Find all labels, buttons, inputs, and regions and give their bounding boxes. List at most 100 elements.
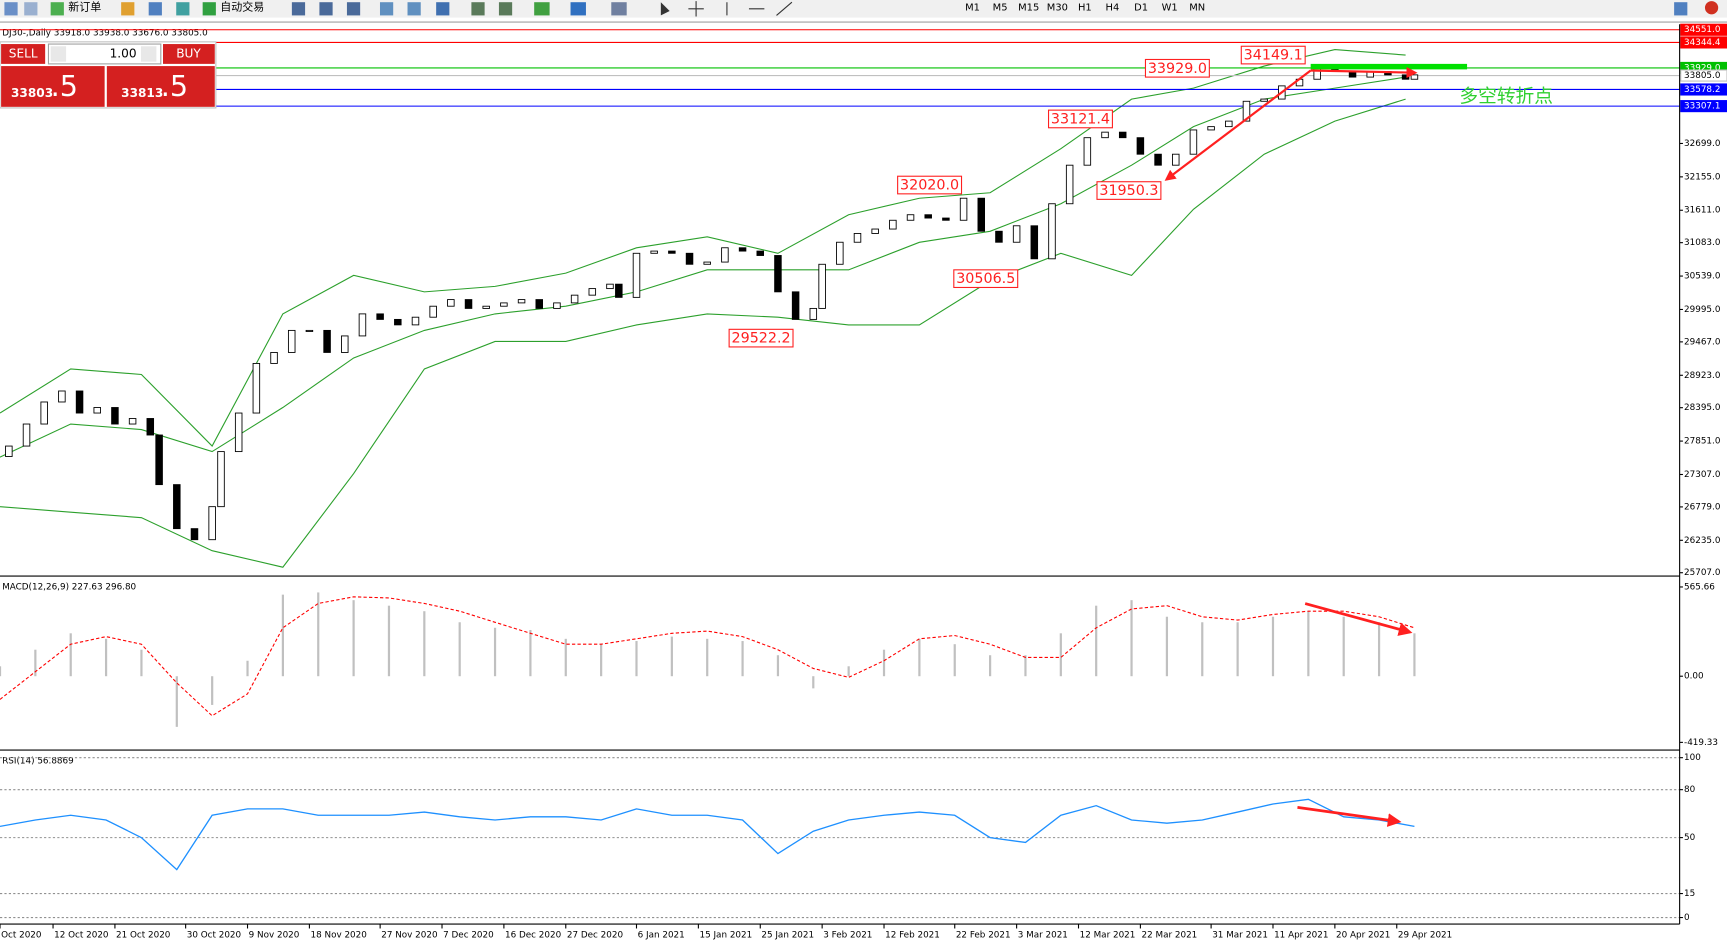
icon[interactable] [148, 2, 162, 16]
sell-price-frac[interactable]: .5 [51, 69, 78, 103]
candle-body [500, 302, 508, 307]
y-tick-label: 27851.0 [1684, 437, 1721, 447]
icon[interactable] [534, 2, 550, 16]
auto-trading-icon[interactable] [202, 2, 216, 16]
candle-body [323, 329, 331, 353]
sell-label[interactable]: SELL [9, 46, 38, 60]
y-tick-label: 26235.0 [1684, 536, 1721, 546]
lot-value[interactable]: 1.00 [110, 46, 137, 60]
candle-body [358, 313, 367, 337]
notification-icon[interactable] [1704, 1, 1719, 15]
draw-icons[interactable] [726, 1, 793, 16]
icon[interactable] [291, 2, 306, 16]
icon[interactable] [498, 2, 513, 16]
timeframe-button[interactable]: W1 [1162, 3, 1178, 14]
icon[interactable] [346, 2, 361, 16]
candle-body [650, 250, 658, 254]
icon[interactable] [471, 2, 485, 16]
candle-body [889, 219, 897, 230]
buy-price[interactable]: 33813 [121, 86, 163, 100]
macd-bar [1095, 605, 1098, 677]
lot-up[interactable] [140, 46, 157, 62]
x-tick-label: 27 Dec 2020 [567, 931, 624, 941]
candle-body [1136, 137, 1145, 155]
timeframe-button[interactable]: H1 [1078, 3, 1092, 14]
cursor-icon[interactable] [660, 2, 670, 16]
candle-body [341, 335, 349, 353]
x-tick-label: 29 Apr 2021 [1398, 931, 1452, 941]
icon[interactable] [436, 2, 450, 16]
candle-body [234, 412, 243, 453]
candle-body [588, 288, 597, 296]
macd-bar [140, 649, 143, 677]
icon[interactable] [611, 2, 627, 16]
candle-body [606, 283, 614, 290]
buy-button[interactable] [163, 44, 215, 64]
buy-label[interactable]: BUY [176, 46, 201, 60]
icon[interactable] [24, 2, 38, 16]
icon[interactable] [379, 2, 394, 16]
auto-trading-button[interactable]: 自动交易 [220, 0, 264, 14]
y-tick-label: 31083.0 [1684, 238, 1721, 248]
candle-body [305, 329, 314, 332]
x-tick-label: 11 Apr 2021 [1274, 931, 1328, 941]
icon[interactable] [121, 2, 135, 16]
timeframe-button[interactable]: M5 [993, 3, 1008, 14]
x-tick-label: 21 Oct 2020 [116, 931, 171, 941]
sell-price-box[interactable] [1, 66, 105, 107]
timeframe-button[interactable]: M30 [1047, 3, 1068, 14]
macd-bar [635, 641, 638, 677]
buy-price-frac[interactable]: .5 [161, 69, 188, 103]
price-level-tag [1680, 69, 1727, 82]
y-tick-label: 31611.0 [1684, 206, 1721, 216]
candle-body [836, 241, 844, 265]
icon[interactable] [319, 2, 333, 16]
x-tick-label: 9 Nov 2020 [249, 931, 300, 941]
icon[interactable] [176, 2, 190, 16]
timeframe-button[interactable]: H4 [1106, 3, 1120, 14]
price-level-label: 33805.0 [1684, 71, 1721, 81]
candle-body [217, 451, 225, 508]
timeframe-button[interactable]: MN [1189, 3, 1205, 14]
candle-body [1154, 153, 1162, 166]
x-tick-label: 12 Mar 2021 [1080, 931, 1136, 941]
candle-body [1260, 98, 1268, 102]
timeframe-button[interactable]: M15 [1018, 3, 1039, 14]
candle-body [411, 316, 420, 326]
candle-body [429, 305, 437, 318]
turning-point-note: 多空转折点 [1459, 86, 1553, 107]
icon[interactable] [570, 2, 586, 16]
price-annotation-box [1240, 45, 1306, 65]
candle-body [721, 247, 729, 263]
candle-body [75, 390, 84, 414]
buy-price-box[interactable] [106, 66, 215, 107]
candle-body [252, 362, 261, 414]
macd-bar [741, 641, 744, 677]
new-order-button[interactable]: 新订单 [68, 0, 101, 14]
timeframe-bar: M1 M5 M15 M30 H1 H4 D1 W1 MN [965, 3, 1205, 14]
timeframe-button[interactable]: M1 [965, 3, 980, 14]
timeframe-button[interactable]: D1 [1134, 3, 1148, 14]
icon[interactable] [407, 2, 421, 16]
lot-input[interactable] [47, 43, 162, 65]
search-icon[interactable] [1674, 2, 1688, 16]
price-level-label: 34344.4 [1684, 38, 1721, 48]
candle-body [1118, 131, 1127, 139]
y-tick-label: 0.00 [1684, 672, 1704, 682]
price-annotation: 30506.5 [956, 271, 1015, 287]
y-tick-label: 15 [1684, 889, 1695, 899]
candle-body [1065, 164, 1074, 205]
lot-down[interactable] [50, 46, 67, 62]
macd-bar [776, 655, 780, 677]
sell-price[interactable]: 33803 [11, 86, 53, 100]
sell-button[interactable] [1, 44, 46, 64]
macd-bar [0, 666, 2, 677]
icon[interactable] [4, 2, 18, 16]
candle-body [703, 261, 711, 265]
crosshair-icon[interactable] [688, 1, 704, 17]
new-order-icon[interactable] [50, 2, 64, 16]
price-annotation: 34149.1 [1244, 48, 1303, 64]
candle-body [738, 247, 747, 252]
